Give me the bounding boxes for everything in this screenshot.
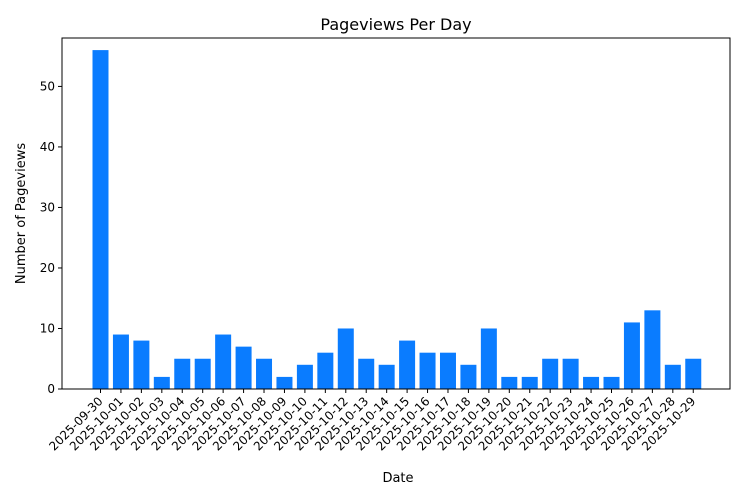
bar-2025-10-19	[480, 328, 497, 389]
bar-2025-10-01	[112, 334, 129, 389]
y-tick-label: 40	[40, 140, 55, 154]
bar-2025-10-11	[317, 352, 334, 389]
bar-2025-10-02	[133, 340, 150, 389]
bar-2025-10-25	[603, 376, 620, 389]
bar-2025-10-29	[685, 358, 702, 389]
bar-2025-10-12	[337, 328, 354, 389]
bar-2025-10-08	[256, 358, 273, 389]
bar-2025-09-30	[92, 50, 109, 389]
bar-2025-10-06	[215, 334, 232, 389]
bar-2025-10-10	[296, 364, 313, 389]
bar-2025-10-17	[439, 352, 456, 389]
x-axis: 2025-09-302025-10-012025-10-022025-10-03…	[46, 389, 698, 453]
bar-2025-10-20	[501, 376, 518, 389]
bar-2025-10-21	[521, 376, 538, 389]
bar-2025-10-18	[460, 364, 477, 389]
bar-2025-10-16	[419, 352, 436, 389]
bar-2025-10-04	[174, 358, 191, 389]
bar-2025-10-23	[562, 358, 579, 389]
bar-2025-10-28	[664, 364, 681, 389]
chart-title: Pageviews Per Day	[320, 15, 471, 34]
bars-group	[92, 50, 702, 389]
bar-2025-10-15	[399, 340, 416, 389]
bar-2025-10-05	[194, 358, 211, 389]
plot-frame	[61, 37, 731, 390]
y-tick-label: 0	[47, 382, 55, 396]
bar-2025-10-27	[644, 310, 661, 389]
bar-2025-10-09	[276, 376, 293, 389]
y-tick-label: 10	[40, 321, 55, 335]
y-tick-label: 30	[40, 200, 55, 214]
bar-2025-10-24	[583, 376, 600, 389]
x-axis-label: Date	[382, 471, 413, 486]
bar-2025-10-07	[235, 346, 252, 389]
bar-2025-10-14	[378, 364, 395, 389]
y-axis-label: Number of Pageviews	[14, 143, 29, 284]
y-axis: 0 10 20 30 40 50	[40, 79, 62, 396]
bar-2025-10-22	[542, 358, 559, 389]
bar-2025-10-13	[358, 358, 375, 389]
y-tick-label: 50	[40, 79, 55, 93]
bar-2025-10-03	[153, 376, 170, 389]
bar-2025-10-26	[623, 322, 640, 389]
y-tick-label: 20	[40, 261, 55, 275]
